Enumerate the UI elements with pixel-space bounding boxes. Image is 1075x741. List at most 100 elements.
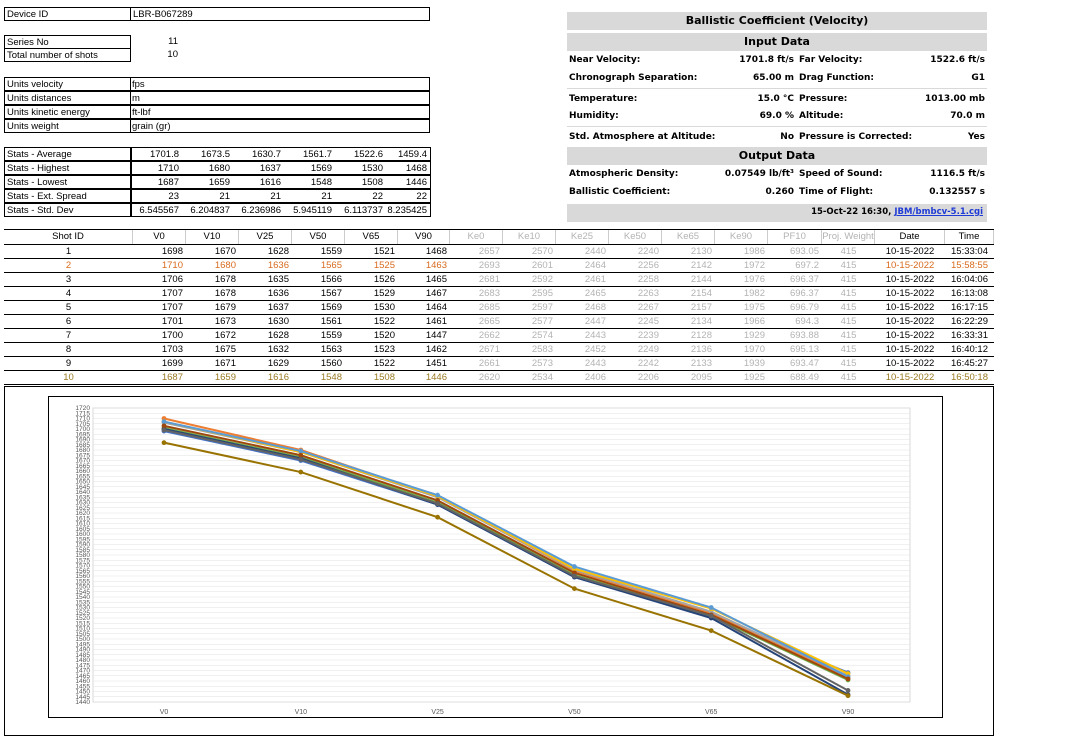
table-header-v65[interactable]: V65 [345, 230, 398, 244]
stats-cell[interactable]: 23 [131, 189, 182, 203]
stats-cell[interactable]: 22 [335, 189, 386, 203]
table-header-v0[interactable]: V0 [133, 230, 186, 244]
table-cell: 1659 [214, 372, 236, 383]
table-cell: 1463 [425, 260, 447, 271]
table-header-ke90[interactable]: Ke90 [715, 230, 768, 244]
table-cell: 1616 [267, 372, 289, 383]
stats-cell[interactable]: 8.235425 [386, 203, 431, 217]
stats-cell[interactable]: 6.236986 [233, 203, 284, 217]
units-value[interactable]: grain (gr) [130, 119, 430, 133]
stats-cell[interactable]: 1459.4 [386, 147, 431, 161]
table-cell: 2464 [584, 260, 606, 271]
jbm-link[interactable]: JBM [894, 207, 913, 217]
table-cell: 1525 [373, 260, 395, 271]
table-cell: 1670 [214, 246, 236, 257]
stats-cell[interactable]: 6.113737 [335, 203, 386, 217]
total-shots-value[interactable]: 10 [167, 49, 178, 60]
table-cell: 1629 [267, 358, 289, 369]
stats-cell[interactable]: 1687 [131, 175, 182, 189]
stats-cell[interactable]: 22 [386, 189, 431, 203]
stats-cell[interactable]: 1468 [386, 161, 431, 175]
series-no-value[interactable]: 11 [168, 36, 178, 47]
table-cell: 1464 [425, 302, 447, 313]
table-cell: 2142 [690, 260, 712, 271]
table-cell: 2693 [478, 260, 500, 271]
stats-cell[interactable]: 1637 [233, 161, 284, 175]
table-header-v50[interactable]: V50 [292, 230, 345, 244]
stats-cell[interactable]: 21 [284, 189, 335, 203]
table-cell: 693.88 [789, 330, 819, 341]
units-value[interactable]: ft-lbf [130, 105, 430, 119]
stats-cell[interactable]: 21 [233, 189, 284, 203]
table-cell: 1563 [320, 344, 342, 355]
table-cell: 2661 [478, 358, 500, 369]
table-cell: 16:22:29 [951, 316, 988, 327]
ballistic-coefficient-label: Ballistic Coefficient: [569, 187, 671, 197]
series-line-9 [163, 429, 849, 692]
stats-cell[interactable]: 6.545567 [131, 203, 182, 217]
bmbcv-link[interactable]: /bmbcv-5.1.cgi [912, 207, 983, 217]
far-velocity-value: 1522.6 ft/s [930, 55, 985, 65]
stats-label: Stats - Highest [4, 161, 131, 175]
velocity-chart: 1440144514501455146014651470147514801485… [75, 405, 911, 716]
table-header-v10[interactable]: V10 [186, 230, 239, 244]
bc-footer-date: 15-Oct-22 16:30, [811, 207, 895, 217]
table-header-pf10[interactable]: PF10 [768, 230, 822, 244]
table-cell: 2440 [584, 246, 606, 257]
table-header-ke0[interactable]: Ke0 [450, 230, 503, 244]
stats-cell[interactable]: 1630.7 [233, 147, 284, 161]
chrono-sep-label: Chronograph Separation: [569, 73, 698, 83]
stats-cell[interactable]: 1522.6 [335, 147, 386, 161]
table-cell: 10-15-2022 [885, 344, 935, 355]
table-cell: 1710 [161, 260, 183, 271]
table-header-proj-weight[interactable]: Proj. Weight [822, 230, 875, 244]
table-cell: 2206 [637, 372, 659, 383]
y-tick-label: 1595 [75, 536, 90, 543]
stats-cell[interactable]: 1569 [284, 161, 335, 175]
table-header-date[interactable]: Date [875, 230, 945, 244]
table-header-v90[interactable]: V90 [398, 230, 450, 244]
stats-cell[interactable]: 1673.5 [182, 147, 233, 161]
table-cell: 1521 [373, 246, 395, 257]
stats-cell[interactable]: 1680 [182, 161, 233, 175]
table-header-time[interactable]: Time [945, 230, 994, 244]
table-cell: 1559 [320, 330, 342, 341]
table-cell: 2443 [584, 358, 606, 369]
stats-cell[interactable]: 1548 [284, 175, 335, 189]
y-tick-label: 1665 [75, 463, 90, 470]
row-border [4, 356, 994, 357]
stats-cell[interactable]: 6.204837 [182, 203, 233, 217]
series-point [435, 492, 440, 498]
chart-frame [4, 386, 994, 736]
table-cell: 2239 [637, 330, 659, 341]
y-tick-label: 1620 [75, 510, 90, 517]
stats-cell[interactable]: 1530 [335, 161, 386, 175]
table-cell: 1929 [743, 330, 765, 341]
stats-cell[interactable]: 1710 [131, 161, 182, 175]
table-header-shot-id[interactable]: Shot ID [4, 230, 133, 244]
stats-cell[interactable]: 1659 [182, 175, 233, 189]
units-value[interactable]: fps [130, 77, 430, 91]
table-header-ke10[interactable]: Ke10 [503, 230, 556, 244]
device-id-value[interactable]: LBR-B067289 [130, 7, 430, 21]
stats-cell[interactable]: 21 [182, 189, 233, 203]
y-tick-label: 1510 [75, 626, 90, 633]
table-header-ke65[interactable]: Ke65 [662, 230, 715, 244]
stats-cell[interactable]: 1701.8 [131, 147, 182, 161]
table-cell: 2130 [690, 246, 712, 257]
stats-cell[interactable]: 1446 [386, 175, 431, 189]
stats-cell[interactable]: 1561.7 [284, 147, 335, 161]
stats-cell[interactable]: 1508 [335, 175, 386, 189]
table-header-ke50[interactable]: Ke50 [609, 230, 662, 244]
series-point [708, 613, 714, 619]
table-header-v25[interactable]: V25 [239, 230, 292, 244]
row-border [4, 384, 994, 385]
series-point [435, 514, 440, 520]
table-cell: 1447 [425, 330, 447, 341]
stats-cell[interactable]: 1616 [233, 175, 284, 189]
units-value[interactable]: m [130, 91, 430, 105]
table-header-ke25[interactable]: Ke25 [556, 230, 609, 244]
table-cell: 695.13 [789, 344, 819, 355]
series-no-label: Series No [4, 35, 131, 49]
stats-cell[interactable]: 5.945119 [284, 203, 335, 217]
